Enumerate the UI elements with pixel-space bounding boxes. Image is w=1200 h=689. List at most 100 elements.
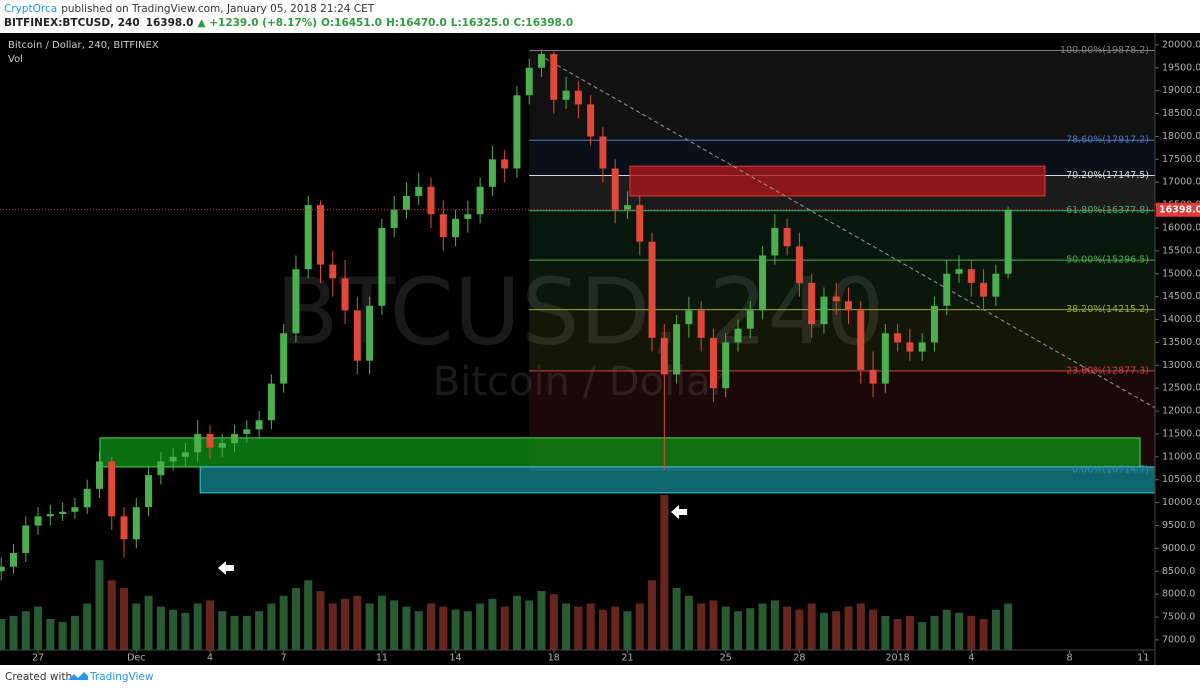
volume-bar <box>905 615 914 650</box>
volume-bar <box>95 560 104 650</box>
volume-bar <box>70 615 79 650</box>
trendline <box>538 54 1156 409</box>
ohlc: H:16470.0 <box>386 17 447 29</box>
y-tick-label: 13500.0 <box>1162 337 1200 348</box>
volume-bar <box>770 600 779 650</box>
candle-body <box>329 264 337 279</box>
volume-bar <box>267 603 276 650</box>
volume-bar <box>1004 603 1013 650</box>
volume-bar <box>144 595 153 650</box>
candle-body <box>906 342 914 352</box>
fib-label: 50.00%(15296.5) <box>1066 255 1149 266</box>
volume-bar <box>918 622 927 650</box>
candle-body <box>930 305 938 343</box>
candle-body <box>145 475 153 508</box>
candle-body <box>660 337 668 375</box>
footer-created: Created with <box>5 671 72 683</box>
candle-body <box>304 205 312 270</box>
candle-body <box>280 333 288 384</box>
candle-body <box>894 333 902 343</box>
candle-body <box>869 369 877 384</box>
volume-bar <box>193 603 202 650</box>
candle-body <box>820 296 828 325</box>
candle-body <box>967 269 975 283</box>
volume-bar <box>390 600 399 650</box>
y-tick-label: 14500.0 <box>1162 291 1200 302</box>
candle-body <box>881 333 889 384</box>
volume-bar <box>697 603 706 650</box>
volume-bar <box>9 615 18 650</box>
candle-body <box>709 337 717 389</box>
x-tick-label: 8 <box>1067 653 1073 664</box>
candle-body <box>452 218 460 238</box>
y-tick-label: 17500.0 <box>1162 154 1200 165</box>
candle-body <box>218 443 226 448</box>
volume-bar <box>242 615 251 650</box>
fib-label: 23.60%(12877.3) <box>1066 365 1149 376</box>
volume-bar <box>746 608 755 650</box>
candle-body <box>918 342 926 352</box>
y-tick-label: 12000.0 <box>1162 406 1200 417</box>
volume-bar <box>574 606 583 650</box>
candle-body <box>525 67 533 96</box>
author[interactable]: CryptOrca <box>4 3 57 15</box>
volume-bar <box>132 603 141 650</box>
x-tick-label: 27 <box>32 653 44 664</box>
y-tick-label: 15000.0 <box>1162 268 1200 279</box>
header-line-2: BITFINEX:BTCUSD, 240 16398.0 ▲ +1239.0 (+8… <box>4 17 573 29</box>
volume-bar <box>341 598 350 650</box>
legend-title: Bitcoin / Dollar, 240, BITFINEX <box>8 40 159 51</box>
volume-bar <box>893 619 902 650</box>
candle-body <box>341 278 349 311</box>
candle-body <box>390 209 398 228</box>
candle-body <box>10 552 18 567</box>
candle-body <box>0 566 5 572</box>
candle-body <box>34 516 42 526</box>
volume-bar <box>537 591 546 650</box>
volume-bar <box>660 495 669 650</box>
volume-bar <box>783 606 792 650</box>
zone <box>629 165 1046 197</box>
candle-body <box>71 507 79 512</box>
volume-bar <box>181 612 190 650</box>
volume-bar <box>648 580 657 650</box>
volume-bar <box>230 615 239 650</box>
footer-brand[interactable]: TradingView <box>89 671 154 683</box>
candle-body <box>267 383 275 421</box>
candle-body <box>46 514 54 517</box>
candle-body <box>648 241 656 338</box>
x-tick-label: Dec <box>127 653 145 664</box>
x-tick-label: 21 <box>621 653 633 664</box>
candle-body <box>795 246 803 283</box>
symbol: BITFINEX:BTCUSD, 240 <box>4 17 140 29</box>
volume-bar <box>721 606 730 650</box>
volume-bar <box>439 606 448 650</box>
y-tick-label: 7500.0 <box>1162 612 1195 623</box>
x-tick-label: 18 <box>548 653 560 664</box>
volume-bar <box>205 600 214 650</box>
fib-label: 78.60%(17917.2) <box>1066 135 1149 146</box>
volume-bar <box>832 611 841 650</box>
volume-bar <box>451 609 460 650</box>
volume-bar <box>733 611 742 650</box>
fib-band <box>529 50 1155 141</box>
volume-bar <box>979 619 988 650</box>
volume-bar <box>623 611 632 650</box>
volume-bar <box>365 603 374 650</box>
volume-bar <box>377 595 386 650</box>
fib-band <box>529 260 1155 310</box>
candle-body <box>538 54 546 68</box>
volume-bar <box>0 619 6 650</box>
volume-bar <box>684 595 693 650</box>
candle-body <box>488 159 496 187</box>
y-tick-label: 19000.0 <box>1162 85 1200 96</box>
candle-body <box>402 195 410 210</box>
y-tick-label: 10000.0 <box>1162 497 1200 508</box>
volume-bar <box>255 611 264 650</box>
volume-bar <box>881 615 890 650</box>
candle-body <box>832 296 840 302</box>
candle-body <box>611 168 619 210</box>
footer-bg <box>0 665 1200 689</box>
